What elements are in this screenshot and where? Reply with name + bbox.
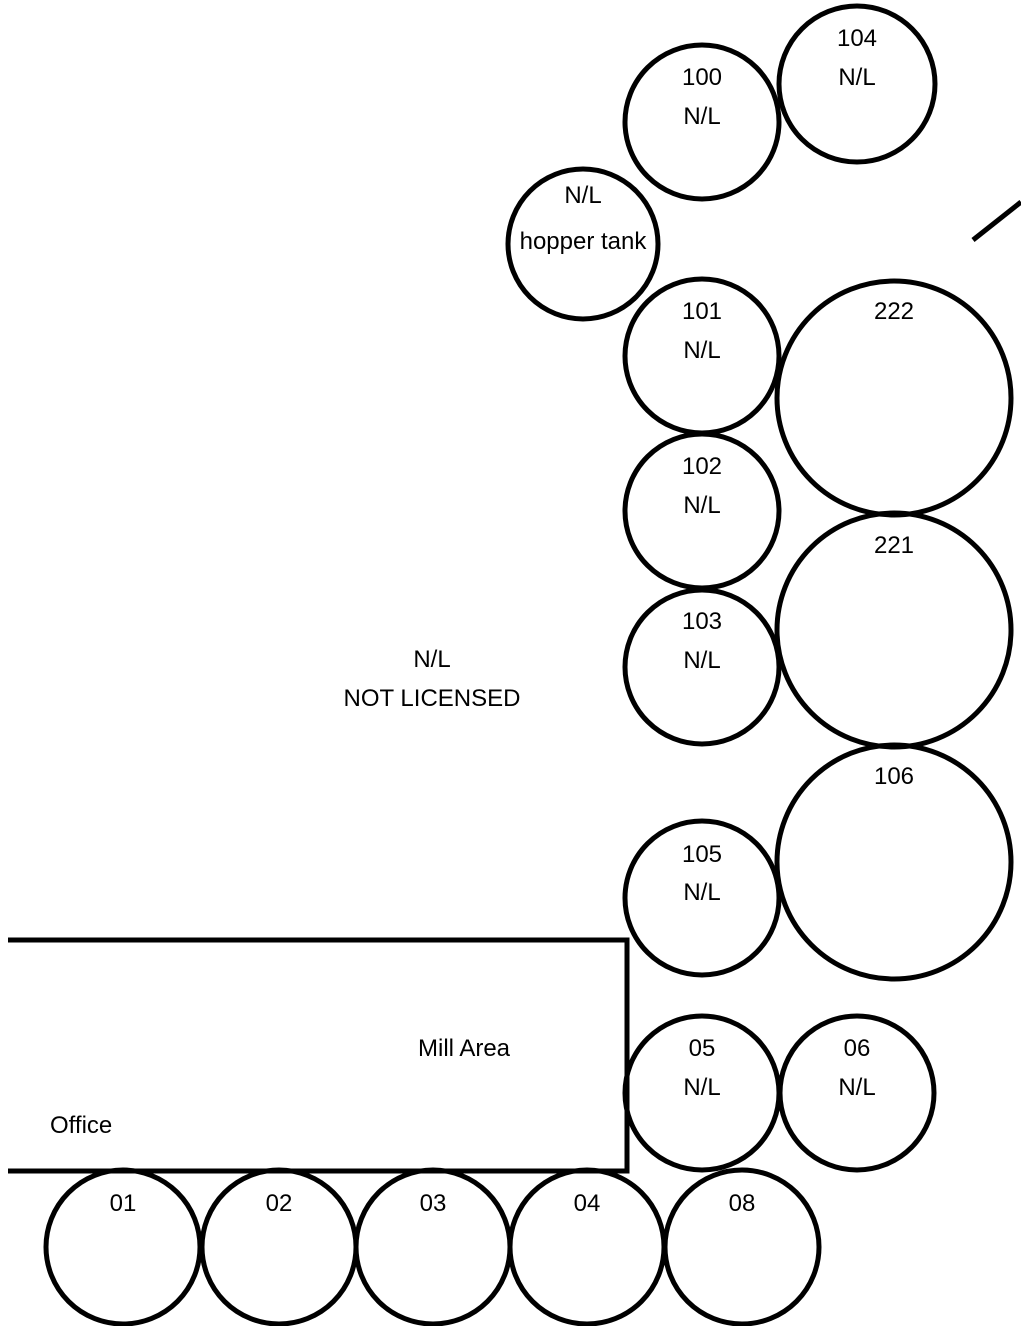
- tank-221: 221: [774, 510, 1014, 750]
- tank-103: 103 N/L: [622, 587, 782, 747]
- tank-05: 05 N/L: [622, 1013, 782, 1173]
- tank-100: 100 N/L: [622, 42, 782, 202]
- tank-label-primary: 01: [110, 1190, 137, 1217]
- tank-label-primary: 105: [682, 841, 722, 868]
- tank-label-secondary: N/L: [683, 647, 720, 674]
- tank-label-primary: 104: [837, 25, 877, 52]
- not-licensed-code-label: N/L: [413, 646, 451, 673]
- tank-circle: [622, 42, 782, 202]
- tank-label-primary: 03: [420, 1190, 447, 1217]
- tank-106: 106: [774, 742, 1014, 982]
- tank-label-secondary: N/L: [683, 337, 720, 364]
- tanks-layer: 104 N/L 100 N/L N/L hopper tank 101 N/L 222 102 N/…: [43, 3, 1014, 1326]
- tank-label-secondary: N/L: [838, 1074, 875, 1101]
- tank-03: 03: [353, 1167, 513, 1326]
- tank-label-primary: 222: [874, 298, 914, 325]
- tank-label-primary: 05: [689, 1035, 716, 1062]
- not-licensed-text-label: NOT LICENSED: [343, 685, 521, 712]
- tank-label-primary: 02: [266, 1190, 293, 1217]
- tank-label-primary: 221: [874, 532, 914, 559]
- tank-01: 01: [43, 1167, 203, 1326]
- tank-label-secondary: N/L: [838, 64, 875, 91]
- tank-circle: [776, 3, 938, 165]
- tank-label-primary: 08: [729, 1190, 756, 1217]
- mill-area-label: Mill Area: [418, 1035, 511, 1062]
- tank-circle: [662, 1167, 822, 1326]
- tank-circle: [777, 1013, 937, 1173]
- tank-102: 102 N/L: [622, 431, 782, 591]
- tank-label-primary: 04: [574, 1190, 601, 1217]
- tank-label-secondary: hopper tank: [520, 228, 648, 255]
- office-label: Office: [50, 1112, 113, 1139]
- tank-02: 02: [199, 1167, 359, 1326]
- tank-101: 101 N/L: [622, 276, 782, 436]
- tank-label-primary: 103: [682, 608, 722, 635]
- tank-label-primary: 102: [682, 453, 722, 480]
- tank-label-secondary: N/L: [683, 879, 720, 906]
- tank-222: 222: [774, 278, 1014, 518]
- tank-08: 08: [662, 1167, 822, 1326]
- tank-circle: [622, 587, 782, 747]
- tank-label-secondary: N/L: [683, 103, 720, 130]
- tank-label-primary: 101: [682, 298, 722, 325]
- tank-104: 104 N/L: [776, 3, 938, 165]
- tank-label-secondary: N/L: [683, 1074, 720, 1101]
- tank-label-primary: 100: [682, 64, 722, 91]
- tank-label-secondary: N/L: [683, 492, 720, 519]
- tank-04: 04: [507, 1167, 667, 1326]
- tank-06: 06 N/L: [777, 1013, 937, 1173]
- edge-line: [971, 200, 1021, 242]
- tank-label-primary: 106: [874, 763, 914, 790]
- tank-circle: [774, 742, 1014, 982]
- tank-label-primary: 06: [844, 1035, 871, 1062]
- mill-building-outline: [8, 937, 630, 1174]
- tank-hopper: N/L hopper tank: [505, 166, 661, 322]
- tank-circle: [505, 166, 661, 322]
- tank-105: 105 N/L: [622, 818, 782, 978]
- tank-circle: [622, 818, 782, 978]
- tank-label-primary: N/L: [564, 182, 601, 209]
